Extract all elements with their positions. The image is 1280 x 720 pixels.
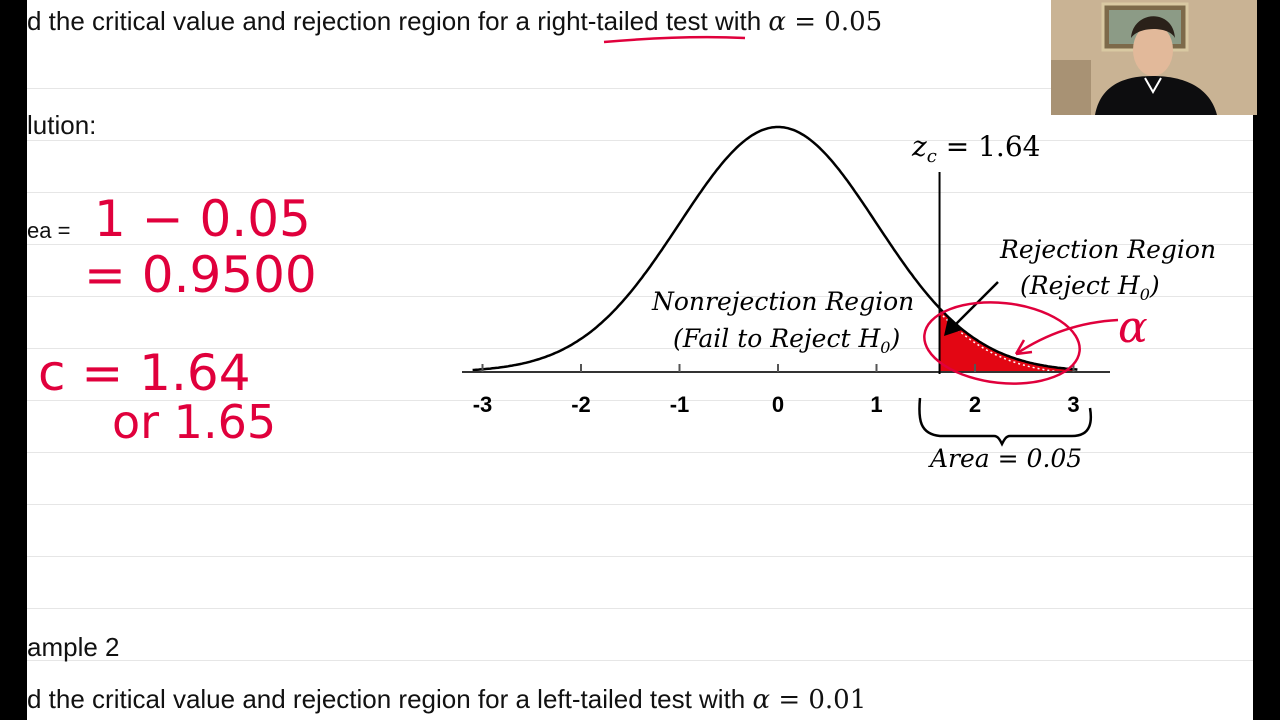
axis-tick-label: 1 xyxy=(870,392,882,417)
ruled-line xyxy=(27,140,1253,141)
prompt-text-suffix: test with xyxy=(658,6,769,36)
normal-distribution-chart xyxy=(462,125,1110,374)
axis-tick-label: 2 xyxy=(969,392,981,417)
prompt-text: d the critical value and rejection regio… xyxy=(27,6,538,36)
curve-dotted-edge xyxy=(938,311,1072,374)
prompt-highlight: right-tailed xyxy=(537,6,659,36)
ruled-line xyxy=(27,608,1253,609)
ruled-line xyxy=(27,244,1253,245)
axis-tick-label: -1 xyxy=(670,392,690,417)
presenter-video-icon xyxy=(1051,0,1257,115)
zc-label: zc = 1.64 xyxy=(911,130,1040,167)
rejection-region-shade xyxy=(939,308,1074,372)
ruled-line xyxy=(27,452,1253,453)
example2-alpha-value: = 0.01 xyxy=(770,685,867,715)
ruled-line xyxy=(27,192,1253,193)
alpha-value: = 0.05 xyxy=(785,7,883,37)
problem-prompt: d the critical value and rejection regio… xyxy=(27,6,882,37)
ruled-line xyxy=(27,400,1253,401)
alpha-symbol: α xyxy=(768,7,786,37)
alpha-arrow xyxy=(1015,318,1119,356)
example2-prompt: d the critical value and rejection regio… xyxy=(27,684,866,715)
presenter-webcam xyxy=(1051,0,1257,115)
area-label: ea = xyxy=(27,218,71,243)
handwritten-line-1: 1 − 0.05 xyxy=(94,190,311,248)
ruled-line xyxy=(27,348,1253,349)
ruled-line xyxy=(27,556,1253,557)
circled-region xyxy=(923,301,1081,385)
rejection-arrow-head xyxy=(944,318,962,336)
rejection-arrow xyxy=(949,281,999,331)
handwritten-line-4: or 1.65 xyxy=(112,395,276,449)
area-label-text: Area = 0.05 xyxy=(928,444,1082,473)
ruled-line xyxy=(27,88,1253,89)
solution-label: lution: xyxy=(27,110,97,140)
axis-tick-label: 3 xyxy=(1067,392,1079,417)
example2-alpha-symbol: α xyxy=(752,685,771,715)
example2-title: ample 2 xyxy=(27,632,120,662)
example2-prompt-text: d the critical value and rejection regio… xyxy=(27,684,753,714)
axis-tick-label: 0 xyxy=(772,392,784,417)
nonrejection-region-subtitle: (Fail to Reject H0) xyxy=(673,324,900,357)
normal-curve xyxy=(472,125,1078,372)
rejection-region-subtitle: (Reject H0) xyxy=(1020,271,1160,304)
handwritten-line-2: = 0.9500 xyxy=(84,246,317,304)
alpha-arrow-head xyxy=(1014,339,1033,356)
axis-tick-label: -2 xyxy=(571,392,591,417)
area-brace xyxy=(918,397,1093,447)
ruled-line xyxy=(27,504,1253,505)
alpha-handwritten: α xyxy=(1118,302,1148,353)
ruled-line xyxy=(27,296,1253,297)
highlight-underline xyxy=(603,35,746,44)
nonrejection-region-title: Nonrejection Region xyxy=(651,287,914,316)
handwritten-line-3: c = 1.64 xyxy=(38,344,251,402)
ruled-line xyxy=(27,660,1253,661)
notebook-page: d the critical value and rejection regio… xyxy=(27,0,1253,720)
axis-tick-label: -3 xyxy=(473,392,493,417)
rejection-region-title: Rejection Region xyxy=(999,235,1216,264)
